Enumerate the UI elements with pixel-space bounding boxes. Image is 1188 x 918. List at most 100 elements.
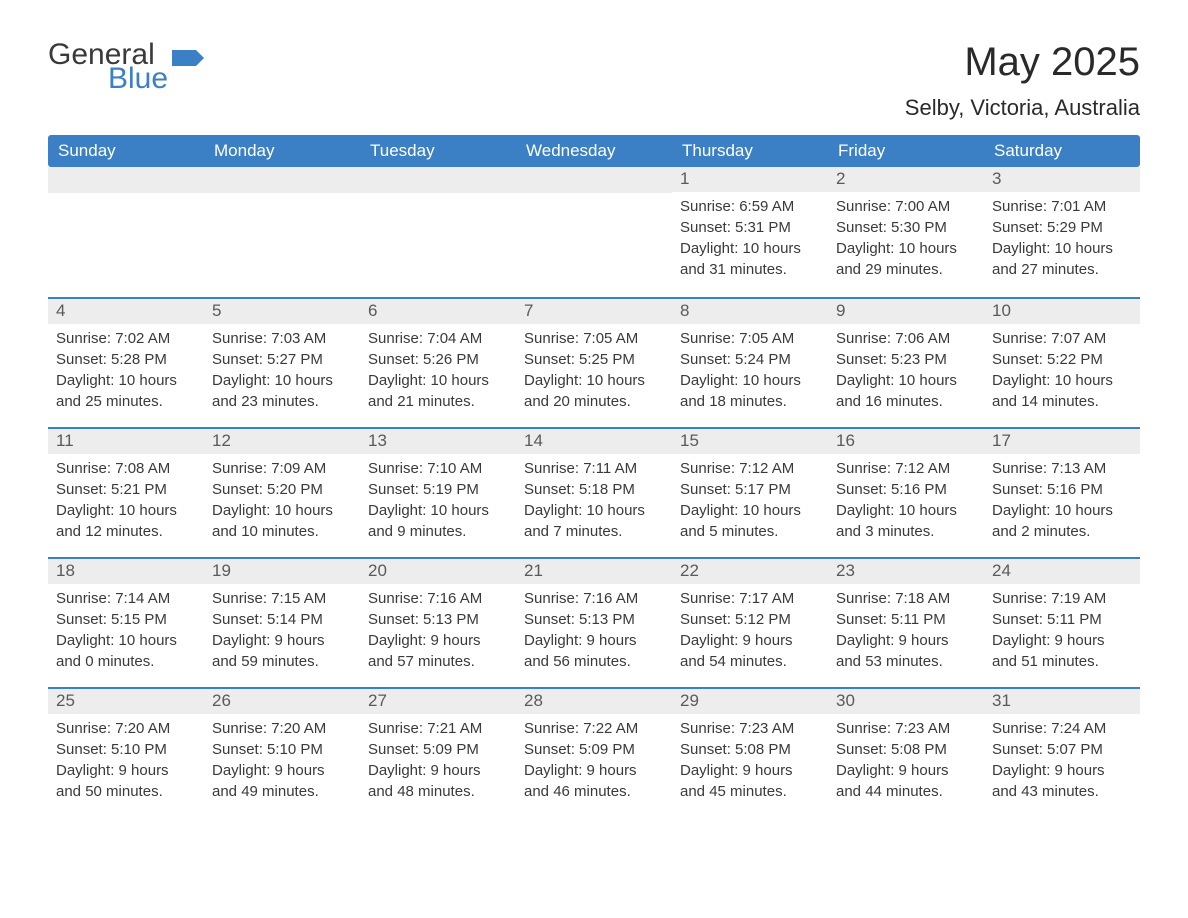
sunrise-line: Sunrise: 7:12 AM — [836, 458, 976, 479]
day-number: 3 — [984, 167, 1140, 192]
day-body: Sunrise: 7:12 AMSunset: 5:17 PMDaylight:… — [672, 454, 828, 552]
sunset-line: Sunset: 5:11 PM — [836, 609, 976, 630]
day-body: Sunrise: 7:10 AMSunset: 5:19 PMDaylight:… — [360, 454, 516, 552]
day-cell: 3Sunrise: 7:01 AMSunset: 5:29 PMDaylight… — [984, 167, 1140, 297]
day-number: 9 — [828, 297, 984, 324]
sunrise-line: Sunrise: 7:11 AM — [524, 458, 664, 479]
week-row: 4Sunrise: 7:02 AMSunset: 5:28 PMDaylight… — [48, 297, 1140, 427]
daylight-line: Daylight: 10 hours and 14 minutes. — [992, 370, 1132, 412]
day-number: 19 — [204, 557, 360, 584]
day-number: 7 — [516, 297, 672, 324]
day-cell: 15Sunrise: 7:12 AMSunset: 5:17 PMDayligh… — [672, 427, 828, 557]
day-number: 1 — [672, 167, 828, 192]
day-cell: 13Sunrise: 7:10 AMSunset: 5:19 PMDayligh… — [360, 427, 516, 557]
day-cell: 21Sunrise: 7:16 AMSunset: 5:13 PMDayligh… — [516, 557, 672, 687]
sunrise-line: Sunrise: 7:16 AM — [524, 588, 664, 609]
week-row: 11Sunrise: 7:08 AMSunset: 5:21 PMDayligh… — [48, 427, 1140, 557]
daylight-line: Daylight: 10 hours and 25 minutes. — [56, 370, 196, 412]
day-body: Sunrise: 7:20 AMSunset: 5:10 PMDaylight:… — [48, 714, 204, 812]
calendar: SundayMondayTuesdayWednesdayThursdayFrid… — [48, 135, 1140, 817]
sunrise-line: Sunrise: 7:19 AM — [992, 588, 1132, 609]
day-cell: 12Sunrise: 7:09 AMSunset: 5:20 PMDayligh… — [204, 427, 360, 557]
dow-cell: Thursday — [672, 135, 828, 167]
daylight-line: Daylight: 10 hours and 23 minutes. — [212, 370, 352, 412]
daylight-line: Daylight: 9 hours and 49 minutes. — [212, 760, 352, 802]
day-body: Sunrise: 7:01 AMSunset: 5:29 PMDaylight:… — [984, 192, 1140, 290]
day-cell: 28Sunrise: 7:22 AMSunset: 5:09 PMDayligh… — [516, 687, 672, 817]
daylight-line: Daylight: 9 hours and 46 minutes. — [524, 760, 664, 802]
location: Selby, Victoria, Australia — [905, 95, 1140, 121]
sunrise-line: Sunrise: 7:23 AM — [836, 718, 976, 739]
sunset-line: Sunset: 5:22 PM — [992, 349, 1132, 370]
day-number: 13 — [360, 427, 516, 454]
day-cell: 16Sunrise: 7:12 AMSunset: 5:16 PMDayligh… — [828, 427, 984, 557]
sunrise-line: Sunrise: 7:13 AM — [992, 458, 1132, 479]
day-body: Sunrise: 7:03 AMSunset: 5:27 PMDaylight:… — [204, 324, 360, 422]
sunrise-line: Sunrise: 7:05 AM — [524, 328, 664, 349]
sunset-line: Sunset: 5:16 PM — [836, 479, 976, 500]
daylight-line: Daylight: 9 hours and 48 minutes. — [368, 760, 508, 802]
day-number-bar-empty — [204, 167, 360, 193]
daylight-line: Daylight: 10 hours and 16 minutes. — [836, 370, 976, 412]
sunset-line: Sunset: 5:14 PM — [212, 609, 352, 630]
daylight-line: Daylight: 9 hours and 43 minutes. — [992, 760, 1132, 802]
daylight-line: Daylight: 10 hours and 20 minutes. — [524, 370, 664, 412]
sunrise-line: Sunrise: 7:20 AM — [212, 718, 352, 739]
day-body: Sunrise: 7:04 AMSunset: 5:26 PMDaylight:… — [360, 324, 516, 422]
sunrise-line: Sunrise: 7:06 AM — [836, 328, 976, 349]
dow-cell: Sunday — [48, 135, 204, 167]
sunrise-line: Sunrise: 7:20 AM — [56, 718, 196, 739]
daylight-line: Daylight: 9 hours and 51 minutes. — [992, 630, 1132, 672]
sunset-line: Sunset: 5:24 PM — [680, 349, 820, 370]
day-number: 17 — [984, 427, 1140, 454]
sunrise-line: Sunrise: 7:04 AM — [368, 328, 508, 349]
day-body: Sunrise: 7:23 AMSunset: 5:08 PMDaylight:… — [672, 714, 828, 812]
sunset-line: Sunset: 5:15 PM — [56, 609, 196, 630]
day-number: 8 — [672, 297, 828, 324]
day-body: Sunrise: 7:05 AMSunset: 5:25 PMDaylight:… — [516, 324, 672, 422]
daylight-line: Daylight: 10 hours and 9 minutes. — [368, 500, 508, 542]
day-body: Sunrise: 7:09 AMSunset: 5:20 PMDaylight:… — [204, 454, 360, 552]
sunset-line: Sunset: 5:08 PM — [836, 739, 976, 760]
sunset-line: Sunset: 5:16 PM — [992, 479, 1132, 500]
sunset-line: Sunset: 5:13 PM — [524, 609, 664, 630]
sunrise-line: Sunrise: 7:12 AM — [680, 458, 820, 479]
sunrise-line: Sunrise: 7:02 AM — [56, 328, 196, 349]
dow-cell: Wednesday — [516, 135, 672, 167]
sunrise-line: Sunrise: 7:17 AM — [680, 588, 820, 609]
sunset-line: Sunset: 5:18 PM — [524, 479, 664, 500]
header: General Blue May 2025 Selby, Victoria, A… — [48, 40, 1140, 121]
sunrise-line: Sunrise: 6:59 AM — [680, 196, 820, 217]
day-body: Sunrise: 7:05 AMSunset: 5:24 PMDaylight:… — [672, 324, 828, 422]
day-number: 6 — [360, 297, 516, 324]
day-cell: 14Sunrise: 7:11 AMSunset: 5:18 PMDayligh… — [516, 427, 672, 557]
day-body: Sunrise: 7:13 AMSunset: 5:16 PMDaylight:… — [984, 454, 1140, 552]
day-body: Sunrise: 7:12 AMSunset: 5:16 PMDaylight:… — [828, 454, 984, 552]
day-number: 29 — [672, 687, 828, 714]
dow-cell: Friday — [828, 135, 984, 167]
logo-text: General Blue — [48, 40, 168, 94]
day-body: Sunrise: 7:08 AMSunset: 5:21 PMDaylight:… — [48, 454, 204, 552]
day-number: 27 — [360, 687, 516, 714]
day-body: Sunrise: 7:19 AMSunset: 5:11 PMDaylight:… — [984, 584, 1140, 682]
sunrise-line: Sunrise: 7:21 AM — [368, 718, 508, 739]
day-body: Sunrise: 7:07 AMSunset: 5:22 PMDaylight:… — [984, 324, 1140, 422]
daylight-line: Daylight: 10 hours and 5 minutes. — [680, 500, 820, 542]
day-number-bar-empty — [360, 167, 516, 193]
day-number: 20 — [360, 557, 516, 584]
week-row: 25Sunrise: 7:20 AMSunset: 5:10 PMDayligh… — [48, 687, 1140, 817]
sunrise-line: Sunrise: 7:22 AM — [524, 718, 664, 739]
day-cell: 17Sunrise: 7:13 AMSunset: 5:16 PMDayligh… — [984, 427, 1140, 557]
day-cell: 11Sunrise: 7:08 AMSunset: 5:21 PMDayligh… — [48, 427, 204, 557]
day-cell: 22Sunrise: 7:17 AMSunset: 5:12 PMDayligh… — [672, 557, 828, 687]
sunrise-line: Sunrise: 7:24 AM — [992, 718, 1132, 739]
day-body: Sunrise: 7:14 AMSunset: 5:15 PMDaylight:… — [48, 584, 204, 682]
day-cell: 7Sunrise: 7:05 AMSunset: 5:25 PMDaylight… — [516, 297, 672, 427]
day-number: 11 — [48, 427, 204, 454]
day-body: Sunrise: 7:24 AMSunset: 5:07 PMDaylight:… — [984, 714, 1140, 812]
daylight-line: Daylight: 9 hours and 54 minutes. — [680, 630, 820, 672]
sunset-line: Sunset: 5:28 PM — [56, 349, 196, 370]
daylight-line: Daylight: 9 hours and 59 minutes. — [212, 630, 352, 672]
sunrise-line: Sunrise: 7:08 AM — [56, 458, 196, 479]
daylight-line: Daylight: 10 hours and 0 minutes. — [56, 630, 196, 672]
